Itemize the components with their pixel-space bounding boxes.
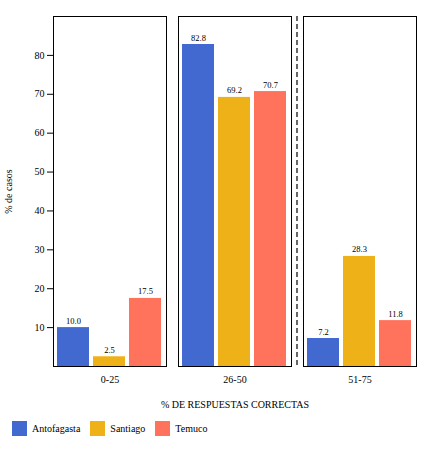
svg-text:20: 20 bbox=[35, 283, 45, 294]
svg-text:51-75: 51-75 bbox=[348, 374, 371, 385]
svg-text:70.7: 70.7 bbox=[263, 80, 278, 90]
svg-text:0-25: 0-25 bbox=[101, 374, 119, 385]
svg-text:% DE RESPUESTAS CORRECTAS: % DE RESPUESTAS CORRECTAS bbox=[161, 399, 309, 410]
svg-text:69.2: 69.2 bbox=[227, 85, 242, 95]
svg-text:60: 60 bbox=[35, 127, 45, 138]
svg-text:70: 70 bbox=[35, 88, 45, 99]
svg-text:11.8: 11.8 bbox=[388, 309, 403, 319]
html-text:Santiago: Santiago bbox=[110, 423, 146, 434]
svg-text:7.2: 7.2 bbox=[318, 327, 329, 337]
html-text:Antofagasta: Antofagasta bbox=[32, 423, 81, 434]
svg-text:40: 40 bbox=[35, 205, 45, 216]
svg-text:80: 80 bbox=[35, 50, 45, 61]
svg-text:30: 30 bbox=[35, 244, 45, 255]
svg-text:82.8: 82.8 bbox=[191, 33, 206, 43]
svg-text:26-50: 26-50 bbox=[223, 374, 246, 385]
svg-text:10: 10 bbox=[35, 322, 45, 333]
svg-text:28.3: 28.3 bbox=[352, 244, 367, 254]
svg-text:2.5: 2.5 bbox=[104, 345, 115, 355]
svg-text:% de casos: % de casos bbox=[3, 169, 14, 214]
svg-text:17.5: 17.5 bbox=[138, 286, 153, 296]
svg-text:10.0: 10.0 bbox=[66, 316, 81, 326]
svg-text:50: 50 bbox=[35, 166, 45, 177]
html-text:Temuco: Temuco bbox=[175, 423, 208, 434]
